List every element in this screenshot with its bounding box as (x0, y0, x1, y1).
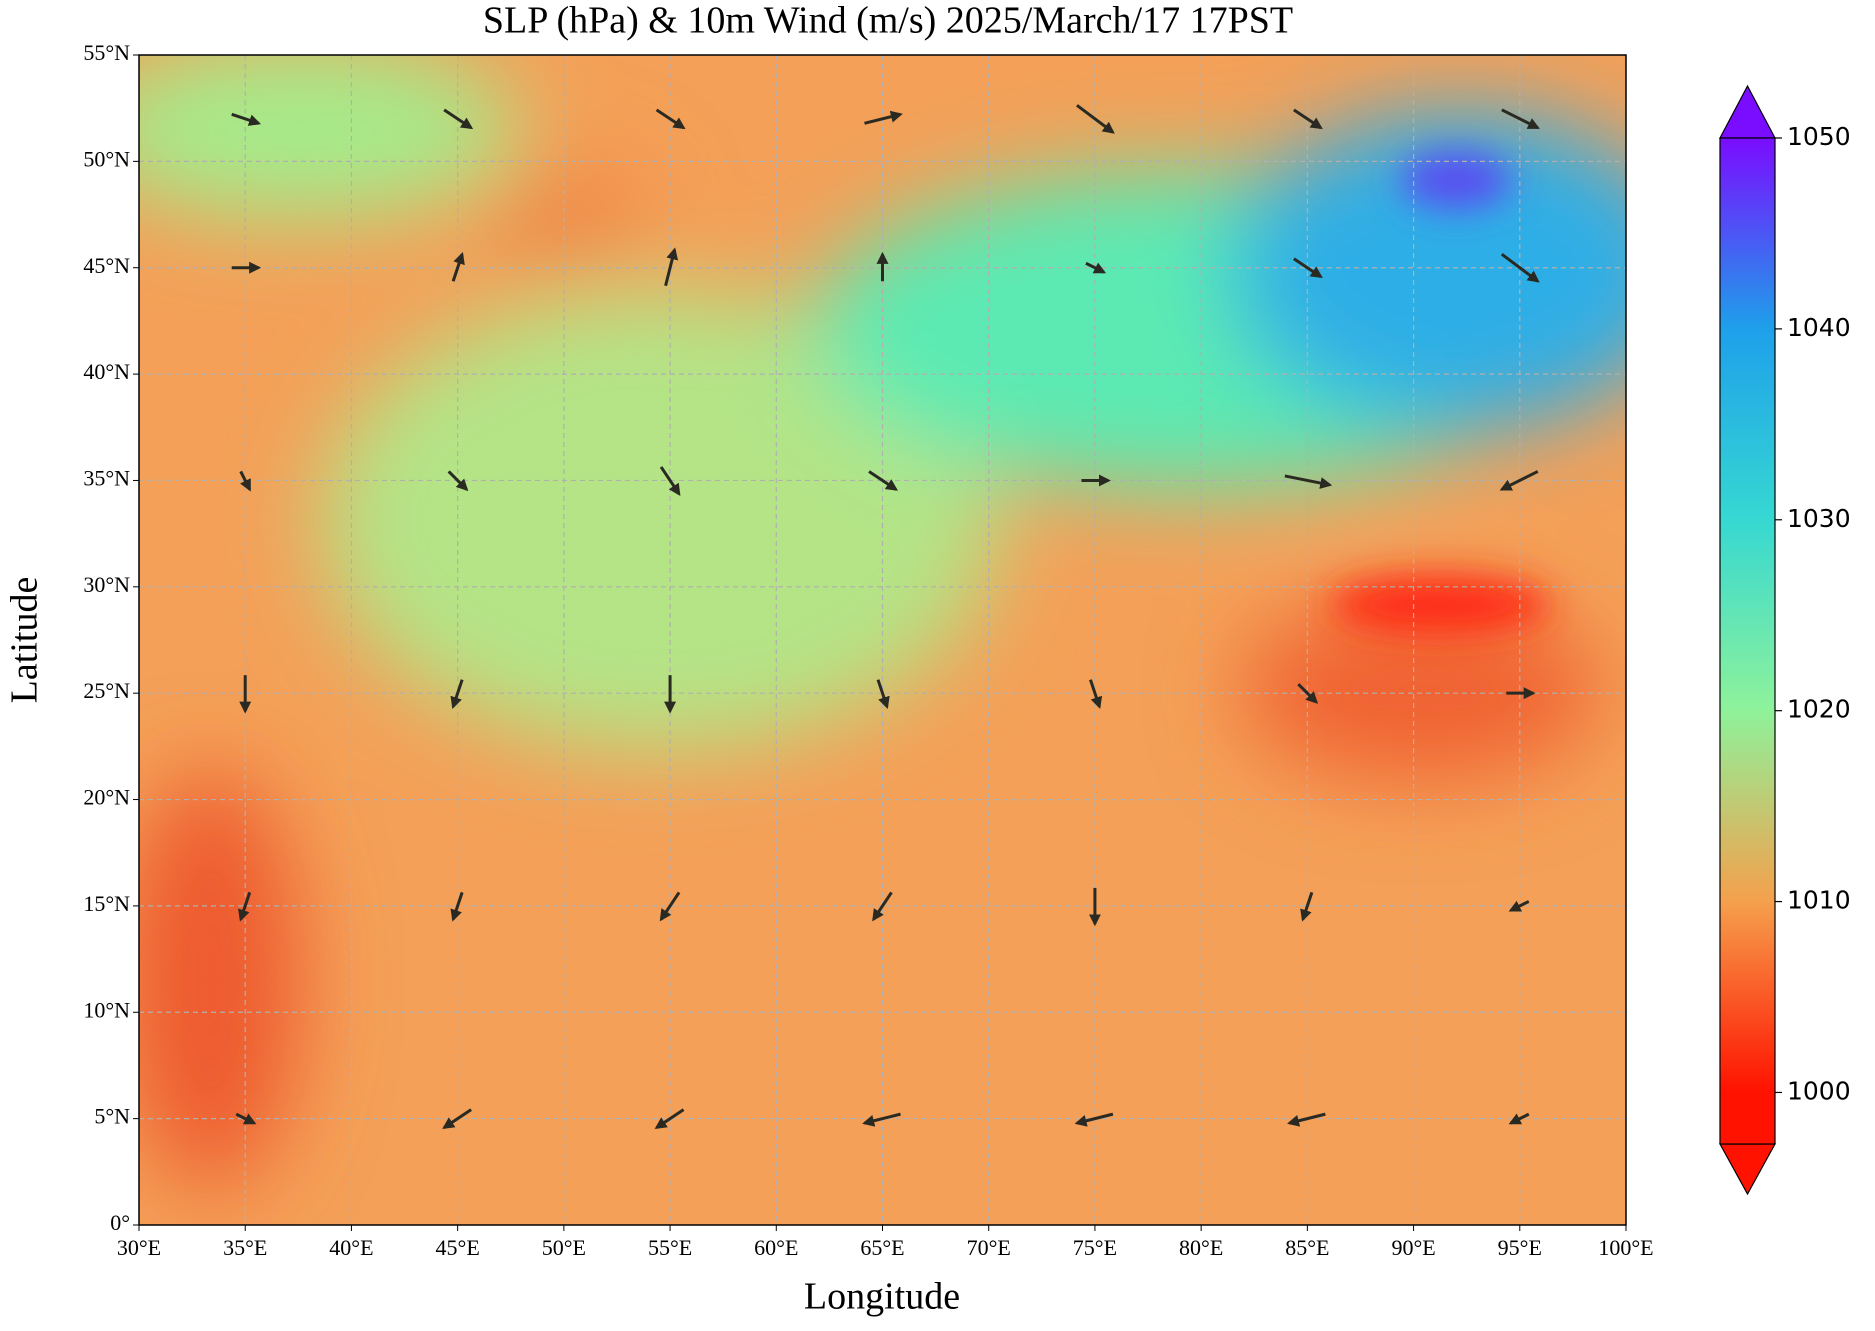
wind-arrow (443, 108, 474, 130)
wind-arrow (659, 891, 681, 922)
colorbar-tick-label: 1040 (1787, 313, 1851, 342)
colorbar-tick-label: 1050 (1787, 122, 1851, 151)
chart-title: SLP (hPa) & 10m Wind (m/s) 2025/March/17… (483, 0, 1293, 42)
wind-arrow (1284, 474, 1333, 489)
wind-arrow (1508, 900, 1530, 912)
wind-arrow (442, 1108, 472, 1129)
y-tick-label: 0° (110, 1210, 130, 1235)
x-tick-label: 95°E (1498, 1235, 1542, 1260)
x-tick-label: 40°E (329, 1235, 373, 1260)
wind-arrow (238, 891, 252, 922)
y-axis-label: Latitude (4, 577, 46, 704)
y-tick-label: 15°N (83, 891, 130, 916)
x-tick-label: 30°E (117, 1235, 161, 1260)
wind-arrow (1085, 261, 1107, 274)
wind-arrow (862, 1112, 901, 1127)
x-tick-label: 35°E (223, 1235, 267, 1260)
wind-arrow (654, 1108, 685, 1129)
wind-arrow (1501, 108, 1540, 130)
x-tick-label: 80°E (1179, 1235, 1223, 1260)
colorbar-tick-label: 1010 (1787, 886, 1851, 915)
x-tick-label: 75°E (1073, 1235, 1117, 1260)
wind-arrow (1300, 891, 1314, 922)
wind-arrow (872, 891, 893, 922)
wind-arrow (231, 112, 261, 126)
colorbar-over (1719, 84, 1776, 139)
y-tick-label: 5°N (94, 1104, 130, 1129)
y-tick-label: 20°N (83, 785, 130, 810)
wind-arrow (1297, 683, 1319, 704)
pressure-field (139, 55, 1626, 1225)
wind-arrow (1508, 1112, 1530, 1125)
y-tick-label: 45°N (83, 253, 130, 278)
y-tick-label: 25°N (83, 678, 130, 703)
wind-arrow (1293, 257, 1323, 279)
y-tick-label: 35°N (83, 466, 130, 491)
wind-arrow (655, 108, 686, 130)
x-tick-label: 70°E (967, 1235, 1011, 1260)
x-tick-label: 55°E (648, 1235, 692, 1260)
wind-arrow (1074, 1112, 1114, 1127)
x-tick-label: 45°E (436, 1235, 480, 1260)
wind-arrow (235, 1112, 257, 1125)
y-tick-label: 10°N (83, 997, 130, 1022)
wind-arrow (1287, 1112, 1326, 1127)
y-tick-label: 30°N (83, 572, 130, 597)
wind-arrow (1499, 470, 1539, 491)
wind-arrow (1089, 679, 1103, 709)
y-tick-label: 50°N (83, 146, 130, 171)
wind-arrow (1293, 108, 1323, 130)
x-tick-label: 50°E (542, 1235, 586, 1260)
x-tick-label: 65°E (860, 1235, 904, 1260)
wind-arrow (876, 679, 890, 709)
wind-arrow (864, 110, 903, 125)
y-tick-label: 40°N (83, 359, 130, 384)
colorbar (1719, 137, 1776, 1145)
x-tick-label: 60°E (754, 1235, 798, 1260)
wind-arrow (1500, 253, 1540, 283)
wind-arrow (1076, 104, 1115, 134)
wind-arrow (450, 679, 464, 709)
wind-arrow (450, 891, 464, 922)
x-axis-label: Longitude (804, 1276, 960, 1318)
x-tick-label: 100°E (1598, 1235, 1653, 1260)
x-tick-label: 90°E (1391, 1235, 1435, 1260)
y-tick-label: 55°N (83, 40, 130, 65)
wind-arrow (447, 470, 469, 492)
colorbar-tick-label: 1000 (1787, 1076, 1851, 1105)
wind-arrow (664, 247, 679, 287)
x-tick-label: 85°E (1285, 1235, 1329, 1260)
colorbar-tick-label: 1030 (1787, 504, 1851, 533)
colorbar-tick-label: 1020 (1787, 695, 1851, 724)
colorbar-under (1718, 1143, 1777, 1196)
wind-arrow (659, 466, 681, 496)
wind-arrow (451, 251, 465, 282)
wind-arrow (239, 470, 252, 492)
wind-arrow (868, 470, 898, 491)
